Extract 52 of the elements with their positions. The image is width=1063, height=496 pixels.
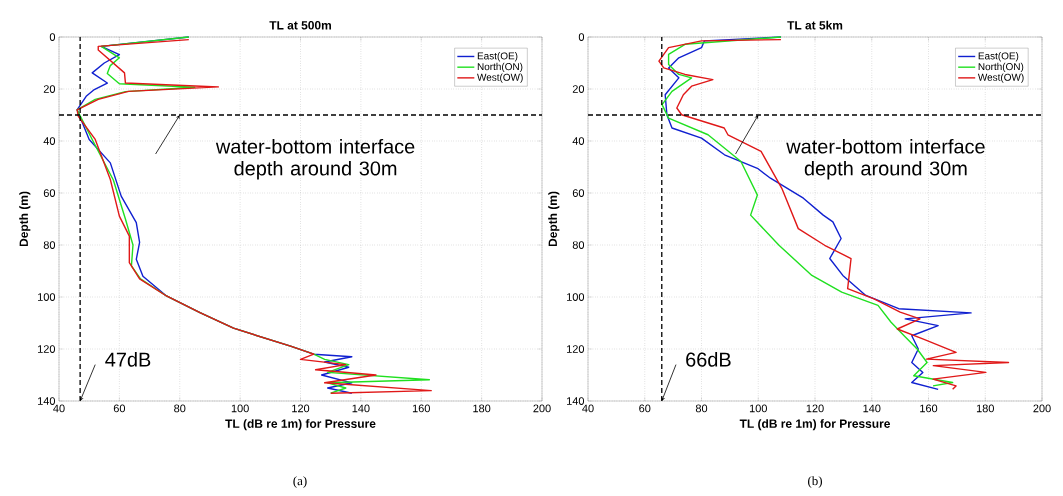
legend-label: North(ON) (477, 62, 523, 73)
y-tick-label: 0 (578, 33, 585, 41)
y-tick-label: 20 (43, 85, 56, 93)
y-tick-label: 100 (38, 293, 56, 301)
x-tick-label: 140 (352, 404, 370, 413)
x-tick-label: 40 (582, 404, 594, 413)
x-tick-label: 180 (473, 404, 491, 413)
x-axis-title: TL (dB re 1m) for Pressure (225, 419, 376, 431)
y-tick-label: 40 (572, 137, 585, 145)
x-axis-title: TL (dB re 1m) for Pressure (739, 419, 890, 431)
x-tick-label: 80 (695, 404, 708, 413)
y-tick-label: 0 (49, 33, 56, 41)
x-tick-label: 140 (863, 404, 881, 413)
y-tick-label: 40 (43, 137, 56, 145)
legend-label: West(OW) (477, 73, 523, 83)
annotation: water-bottom interface depth around 30m (215, 138, 415, 180)
legend-label: East(OE) (978, 52, 1019, 62)
y-tick-label: 60 (572, 189, 585, 197)
legend-label: West(OW) (977, 73, 1024, 83)
x-tick-label: 180 (976, 404, 994, 413)
x-tick-label: 120 (292, 404, 310, 413)
y-tick-label: 140 (567, 397, 585, 405)
y-axis-title: Depth (m) (548, 191, 560, 247)
x-tick-label: 200 (1033, 404, 1051, 413)
y-tick-label: 80 (572, 241, 585, 249)
y-tick-label: 60 (43, 189, 56, 197)
y-axis-title: Depth (m) (19, 191, 31, 247)
chart-title: TL at 5km (787, 20, 843, 30)
x-tick-label: 120 (806, 404, 824, 413)
x-tick-label: 40 (53, 404, 65, 413)
x-tick-label: 200 (533, 404, 551, 413)
text: (a) (293, 476, 307, 488)
x-tick-label: 60 (113, 404, 126, 413)
text: (b) (808, 476, 822, 488)
y-tick-label: 100 (567, 293, 585, 301)
x-tick-label: 80 (174, 404, 186, 413)
chart-title: TL at 500m (269, 21, 331, 30)
annotation: water-bottom interface depth around 30m (786, 138, 985, 180)
y-tick-label: 120 (567, 345, 585, 353)
annotation: 66dB (686, 352, 731, 367)
x-tick-label: 160 (412, 404, 430, 413)
x-tick-label: 160 (920, 404, 938, 413)
y-tick-label: 120 (38, 345, 56, 353)
y-tick-label: 140 (38, 397, 56, 405)
legend-label: North(ON) (978, 62, 1024, 73)
legend-label: East(OE) (477, 52, 518, 62)
x-tick-label: 100 (231, 404, 249, 413)
x-tick-label: 60 (639, 404, 651, 413)
x-tick-label: 100 (749, 404, 767, 413)
y-tick-label: 20 (572, 85, 585, 93)
annotation: 47dB (105, 352, 151, 367)
y-tick-label: 80 (43, 241, 56, 249)
